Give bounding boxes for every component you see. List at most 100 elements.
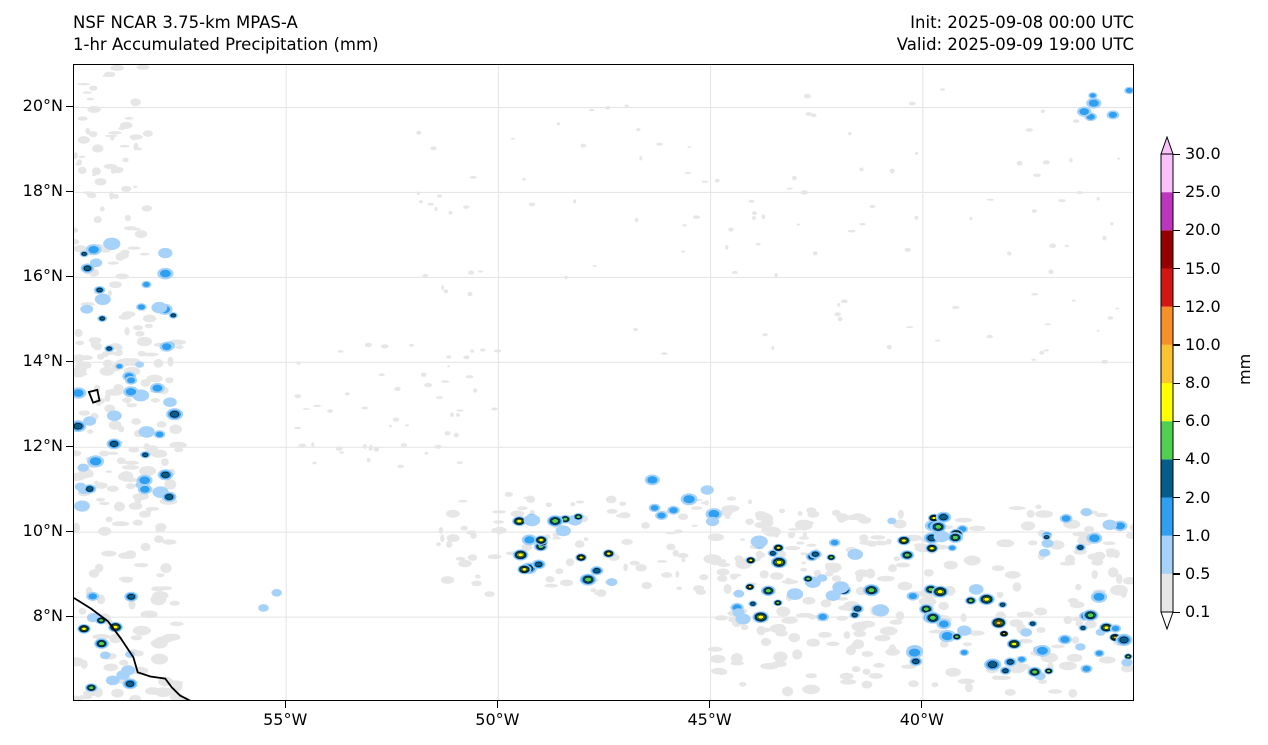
colorbar-segment (1161, 383, 1173, 422)
colorbar (1160, 136, 1174, 630)
storm-cell (906, 646, 923, 659)
storm-cell (909, 656, 923, 667)
title-left: NSF NCAR 3.75-km MPAS-A 1-hr Accumulated… (73, 12, 379, 56)
storm-cell (1034, 644, 1051, 657)
colorbar-tick-label: 10.0 (1185, 334, 1221, 354)
storm-cell (773, 599, 783, 607)
storm-cell (667, 505, 680, 515)
colorbar-tick-label: 0.5 (1185, 563, 1211, 583)
storm-cell (1028, 620, 1038, 627)
storm-cell (862, 584, 880, 597)
latitude-tick-mark (66, 105, 73, 108)
storm-cell (1006, 638, 1022, 650)
storm-cell (802, 574, 814, 583)
storm-cell (1099, 622, 1114, 633)
storm-cell (1059, 513, 1073, 524)
storm-cell (1124, 86, 1133, 95)
storm-cell (1102, 519, 1118, 530)
storm-cell (77, 624, 91, 634)
init-time: Init: 2025-09-08 00:00 UTC (910, 13, 1134, 32)
storm-cell (106, 410, 122, 422)
storm-cell (512, 549, 529, 561)
colorbar-tick-label: 30.0 (1185, 144, 1221, 163)
storm-cell (94, 293, 111, 305)
storm-cell (930, 521, 947, 533)
storm-cell (826, 553, 837, 561)
storm-cell (832, 581, 850, 594)
storm-cell (606, 578, 618, 587)
storm-cell (999, 666, 1012, 675)
storm-cell (828, 538, 841, 547)
storm-cell (158, 247, 173, 259)
colorbar-tick-mark (1173, 382, 1180, 384)
colorbar-tick-label: 20.0 (1185, 220, 1221, 240)
gridlines (74, 65, 1133, 700)
storm-cell (74, 420, 87, 433)
storm-cell (95, 616, 107, 625)
storm-cell (512, 516, 527, 527)
storm-cell (86, 591, 100, 602)
storm-cell (1003, 657, 1017, 667)
colorbar-extend-min (1160, 611, 1174, 630)
storm-cell (546, 515, 564, 527)
colorbar-tick-mark (1173, 458, 1180, 461)
colorbar-extend-max (1160, 136, 1174, 155)
storm-cell (1123, 653, 1133, 660)
storm-cell (97, 315, 108, 322)
storm-cell (809, 549, 822, 559)
storm-cell (157, 267, 174, 280)
storm-cell (141, 280, 152, 289)
latitude-tick-label: 16°N (22, 266, 63, 286)
south-america-coast (74, 597, 191, 700)
storm-cell (935, 511, 952, 523)
colorbar-segments (1161, 154, 1173, 612)
storm-cell (103, 237, 121, 250)
colorbar-segment (1161, 306, 1173, 345)
storm-cell (85, 244, 102, 256)
colorbar-tick-label: 1.0 (1185, 525, 1211, 545)
storm-cell (1016, 655, 1027, 664)
storm-cell (732, 608, 745, 617)
precip-map (74, 65, 1133, 700)
storm-cell (163, 397, 177, 408)
storm-cell (517, 564, 532, 575)
storm-cell (138, 426, 155, 438)
storm-cell (140, 451, 151, 459)
storm-cell (168, 312, 178, 319)
storm-cell (990, 617, 1007, 629)
storm-cell (744, 583, 756, 591)
latitude-tick-label: 20°N (22, 96, 63, 116)
storm-cell (83, 416, 97, 426)
storm-cell (947, 544, 957, 552)
storm-cell (1090, 591, 1108, 603)
storm-cell (555, 525, 571, 537)
storm-cell (125, 376, 138, 385)
storm-cell (74, 482, 87, 491)
colorbar-segment (1161, 230, 1173, 269)
storm-cell (575, 553, 587, 562)
storm-cell (1086, 97, 1102, 109)
colorbar-segment (1161, 573, 1173, 612)
storm-cell (655, 511, 668, 520)
storm-cell (104, 345, 115, 353)
storm-cell (159, 341, 174, 352)
storm-cell (590, 566, 604, 576)
storm-cell (534, 535, 548, 545)
storm-cell (74, 387, 87, 399)
storm-cell (998, 601, 1008, 608)
latitude-tick-label: 10°N (22, 521, 63, 541)
storm-cell (123, 386, 139, 398)
longitude-tick-label: 45°W (687, 710, 732, 729)
storm-cell (745, 556, 757, 565)
valid-time: Valid: 2025-09-09 19:00 UTC (896, 35, 1134, 54)
storm-cell (74, 500, 90, 512)
storm-cell (750, 535, 768, 548)
storm-cell (887, 517, 897, 525)
storm-cell (925, 543, 939, 553)
latitude-tick-mark (66, 190, 73, 193)
colorbar-unit: mm (1235, 353, 1254, 385)
storm-cell (579, 573, 597, 586)
storm-cell (157, 469, 174, 481)
longitude-tick-label: 50°W (475, 710, 520, 729)
storm-cell (1075, 543, 1086, 552)
